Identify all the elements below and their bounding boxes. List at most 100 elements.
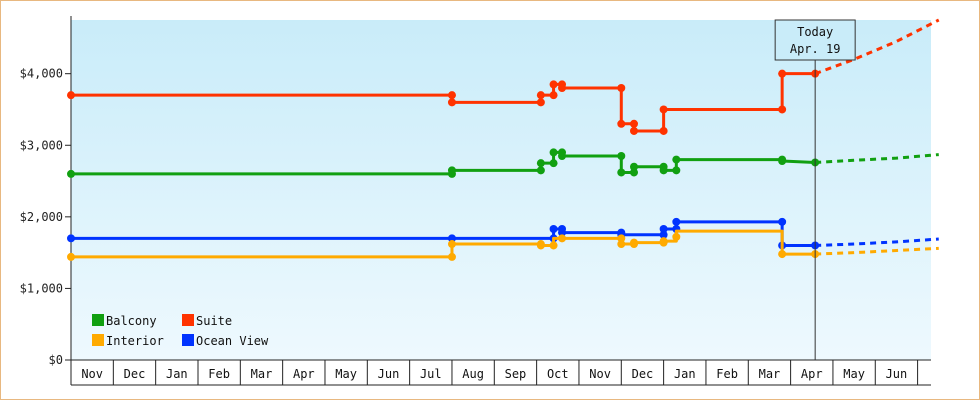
data-point bbox=[629, 238, 638, 247]
x-tick-label: Jul bbox=[420, 367, 442, 381]
data-point bbox=[659, 230, 668, 239]
data-point bbox=[447, 234, 456, 243]
x-tick-label: Feb bbox=[208, 367, 230, 381]
legend-swatch-balcony bbox=[92, 314, 104, 326]
y-tick-label: $1,000 bbox=[20, 281, 63, 295]
data-point bbox=[558, 152, 567, 160]
x-tick-label: Mar bbox=[759, 367, 781, 381]
data-point bbox=[778, 217, 787, 226]
data-point bbox=[67, 91, 75, 100]
x-tick-label: Nov bbox=[81, 367, 103, 381]
today-date-label: Apr. 19 bbox=[790, 42, 841, 56]
data-point bbox=[672, 217, 681, 226]
projection-line-suite bbox=[814, 18, 940, 76]
plot-background bbox=[71, 20, 931, 360]
data-point bbox=[672, 232, 681, 241]
data-point bbox=[617, 240, 626, 249]
x-tick-label: Dec bbox=[124, 367, 146, 381]
x-tick-label: Nov bbox=[589, 367, 611, 381]
data-point bbox=[549, 241, 558, 250]
x-tick-label: May bbox=[843, 367, 865, 381]
legend-swatch-ocean-view bbox=[182, 334, 194, 346]
data-point bbox=[659, 225, 668, 234]
data-point bbox=[672, 166, 681, 175]
data-point bbox=[778, 157, 787, 166]
projection-line-interior bbox=[815, 246, 939, 256]
data-point bbox=[67, 169, 75, 178]
data-point bbox=[659, 105, 668, 114]
today-label: Today bbox=[797, 25, 833, 39]
legend-label-suite: Suite bbox=[196, 314, 232, 328]
data-point bbox=[558, 84, 567, 92]
y-axis: $0 $1,000 $2,000 $3,000 $4,000 bbox=[20, 16, 72, 367]
data-point bbox=[536, 166, 545, 175]
data-point bbox=[558, 228, 567, 237]
y-tick-label: $2,000 bbox=[20, 210, 63, 224]
data-point bbox=[617, 84, 626, 92]
x-tick-label: Dec bbox=[632, 367, 654, 381]
data-point bbox=[672, 155, 681, 164]
today-marker: Today Apr. 19 bbox=[774, 19, 856, 360]
series-suite bbox=[67, 18, 940, 135]
legend-swatch-interior bbox=[92, 334, 104, 346]
data-point bbox=[549, 148, 558, 157]
data-point bbox=[617, 152, 626, 160]
legend-label-balcony: Balcony bbox=[106, 314, 157, 328]
data-point bbox=[549, 91, 558, 100]
x-tick-label: Apr bbox=[293, 367, 315, 381]
legend-label-ocean-view: Ocean View bbox=[196, 334, 269, 348]
data-point bbox=[558, 234, 567, 243]
x-tick-label: Oct bbox=[547, 367, 569, 381]
data-point bbox=[617, 119, 626, 128]
today-box bbox=[774, 19, 856, 61]
legend-swatch-suite bbox=[182, 314, 194, 326]
projection-line-balcony bbox=[815, 153, 939, 164]
x-tick-label: Aug bbox=[462, 367, 484, 381]
x-tick-label: Jan bbox=[166, 367, 188, 381]
legend: Balcony Suite Interior Ocean View bbox=[92, 314, 269, 348]
data-point bbox=[67, 234, 75, 243]
data-point bbox=[629, 119, 638, 128]
y-tick-label: $4,000 bbox=[20, 67, 63, 81]
x-axis: Nov Dec Jan Feb Mar Apr May Jun Jul Aug Sep Oct Nov D… bbox=[70, 359, 931, 386]
series-interior bbox=[67, 229, 939, 261]
y-tick-label: $0 bbox=[49, 353, 63, 367]
data-point bbox=[617, 234, 626, 243]
data-point bbox=[447, 166, 456, 175]
x-tick-label: Sep bbox=[505, 367, 527, 381]
y-tick-label: $3,000 bbox=[20, 138, 63, 152]
data-point bbox=[659, 126, 668, 135]
projection-line-ocean-view bbox=[815, 237, 939, 247]
x-tick-label: Jun bbox=[378, 367, 400, 381]
data-point bbox=[617, 168, 626, 177]
data-point bbox=[549, 80, 558, 89]
data-point bbox=[629, 126, 638, 135]
series-balcony bbox=[67, 148, 939, 178]
x-tick-label: Apr bbox=[801, 367, 823, 381]
series-layer bbox=[67, 18, 940, 261]
data-point bbox=[536, 98, 545, 107]
data-point bbox=[778, 69, 787, 78]
data-point bbox=[447, 98, 456, 107]
data-point bbox=[778, 105, 787, 114]
data-point bbox=[549, 159, 558, 168]
data-point bbox=[536, 159, 545, 168]
x-tick-label: Mar bbox=[251, 367, 273, 381]
x-tick-label: Jun bbox=[886, 367, 908, 381]
data-point bbox=[447, 252, 456, 261]
x-tick-label: Feb bbox=[716, 367, 738, 381]
data-point bbox=[778, 250, 787, 259]
x-tick-label: Jan bbox=[674, 367, 696, 381]
data-point bbox=[447, 240, 456, 249]
data-point bbox=[659, 166, 668, 175]
data-point bbox=[67, 252, 75, 261]
data-point bbox=[659, 237, 668, 246]
data-point bbox=[629, 168, 638, 177]
x-tick-label: May bbox=[335, 367, 357, 381]
data-point bbox=[447, 91, 456, 100]
series-line-suite bbox=[71, 72, 816, 133]
legend-label-interior: Interior bbox=[106, 334, 164, 348]
data-point bbox=[549, 225, 558, 234]
data-point bbox=[536, 241, 545, 250]
